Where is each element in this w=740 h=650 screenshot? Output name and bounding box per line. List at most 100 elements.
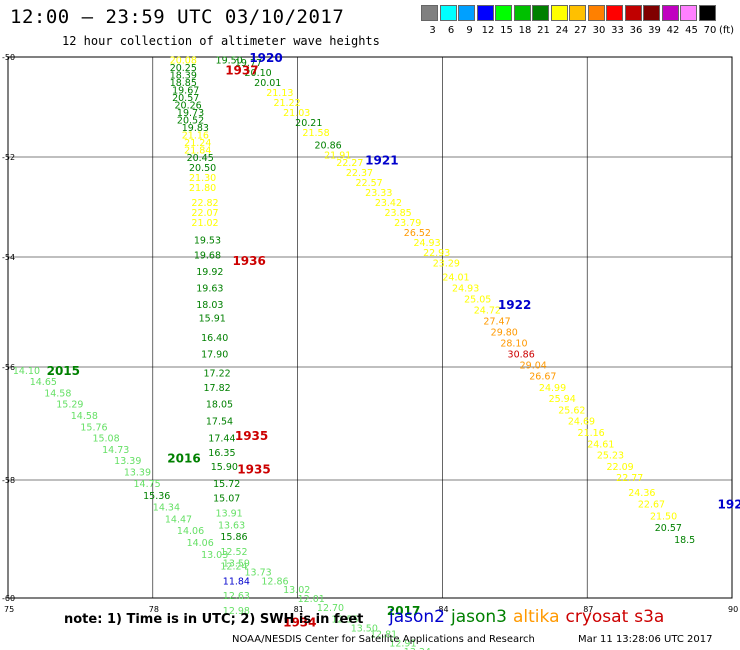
scale-swatch-36 — [624, 5, 642, 21]
swh-value: 18.85 — [170, 78, 197, 89]
swh-value: 23.29 — [433, 259, 460, 270]
swh-value: 18.39 — [170, 71, 197, 82]
timestamp: Mar 11 13:28:06 UTC 2017 — [578, 634, 713, 645]
swh-value: 24.36 — [628, 488, 655, 499]
scale-label-30: 30 — [592, 25, 606, 36]
swh-value: 21.91 — [324, 151, 351, 162]
swh-value: 12.91 — [389, 638, 416, 649]
swh-value: 21.22 — [273, 98, 300, 109]
swh-value: 20.52 — [177, 116, 204, 127]
swh-value: 11.84 — [223, 576, 250, 587]
scale-label-42: 42 — [666, 25, 680, 36]
swh-value: 20.50 — [189, 163, 216, 174]
swh-value: 19.67 — [172, 86, 199, 97]
swh-value: 21.03 — [283, 108, 310, 119]
swh-value: 29.04 — [520, 360, 547, 371]
swh-value: 19.77 — [235, 58, 262, 69]
scale-swatch-12 — [476, 5, 494, 21]
swh-value: 24.72 — [474, 305, 501, 316]
scale-label-24: 24 — [555, 25, 569, 36]
x-tick-90: 90 — [728, 605, 738, 614]
swh-value: 27.47 — [483, 316, 510, 327]
swh-value: 14.47 — [165, 514, 192, 525]
swh-value: 14.34 — [153, 503, 180, 514]
swh-value: 20.45 — [187, 153, 214, 164]
swh-value: 20.25 — [170, 63, 197, 74]
swh-value: 23.42 — [375, 198, 402, 209]
swh-value: 26.52 — [404, 228, 431, 239]
swh-value: 18.5 — [674, 535, 695, 546]
scale-label-21: 21 — [537, 25, 550, 36]
swh-value: 12.52 — [220, 547, 247, 558]
scale-label-15: 15 — [500, 25, 513, 36]
pass-label: 1920 — [249, 51, 282, 65]
swh-value: 20.86 — [314, 141, 341, 152]
swh-value: 13.39 — [124, 468, 151, 479]
swh-value: 19.68 — [194, 251, 221, 262]
scale-swatch-6 — [439, 5, 457, 21]
swh-value: 20.57 — [655, 523, 682, 534]
scale-unit: (ft) — [719, 25, 735, 36]
swh-value: 18.05 — [206, 400, 233, 411]
scale-label-9: 9 — [466, 25, 473, 36]
scale-label-36: 36 — [629, 25, 643, 36]
scale-swatch-39 — [643, 5, 660, 21]
scale-swatch-21 — [532, 5, 549, 21]
swh-value: 14.58 — [71, 411, 98, 422]
swh-value: 21.24 — [184, 138, 211, 149]
scale-swatch-9 — [458, 5, 475, 21]
credit-line: NOAA/NESDIS Center for Satellite Applica… — [232, 634, 535, 645]
swh-value: 21.16 — [182, 131, 209, 142]
swh-value: 22.09 — [607, 462, 634, 473]
swh-value: 22.27 — [336, 158, 363, 169]
swh-value: 13.39 — [114, 456, 141, 467]
swh-value: 16.35 — [208, 448, 235, 459]
swh-value: 14.06 — [177, 526, 204, 537]
legend-cryosat: cryosat — [565, 607, 629, 627]
swh-value: 13.03 — [201, 550, 228, 561]
swh-value: 28.10 — [500, 338, 527, 349]
scale-swatch-27 — [569, 5, 586, 21]
x-tick-84: 84 — [438, 605, 448, 614]
swh-value: 21.30 — [189, 173, 216, 184]
swh-value: 15.86 — [220, 532, 247, 543]
swh-value: 17.54 — [206, 417, 233, 428]
legend-jason2: jason2 — [389, 607, 445, 627]
y-tick--52: -52 — [2, 153, 15, 162]
swh-value: 20.26 — [175, 101, 202, 112]
scale-swatch-42 — [661, 5, 679, 21]
swh-value: 13.50 — [351, 624, 378, 635]
swh-value: 16.40 — [201, 333, 228, 344]
swh-value: 22.93 — [423, 248, 450, 259]
swh-value: 12.81 — [370, 629, 397, 640]
swh-value: 15.72 — [213, 479, 240, 490]
pass-label: 2016 — [167, 451, 200, 465]
swh-value: 12.24 — [220, 562, 247, 573]
scale-label-39: 39 — [648, 25, 661, 36]
swh-value: 24.01 — [442, 272, 469, 283]
swh-value: 20.21 — [295, 118, 322, 129]
swh-value: 22.67 — [638, 500, 665, 511]
legend-jason3: jason3 — [451, 607, 507, 627]
swh-value: 21.16 — [578, 428, 605, 439]
swh-value: 25.62 — [558, 405, 585, 416]
x-tick-78: 78 — [149, 605, 159, 614]
swh-value: 17.44 — [208, 434, 235, 445]
swh-value: 25.23 — [597, 451, 624, 462]
x-tick-87: 87 — [583, 605, 593, 614]
swh-value: 24.99 — [539, 383, 566, 394]
swh-value: 24.69 — [568, 417, 595, 428]
scale-swatch-45 — [680, 5, 697, 21]
swh-value: 15.07 — [213, 494, 240, 505]
swh-value: 19.63 — [196, 283, 223, 294]
y-tick--60: -60 — [2, 594, 15, 603]
swh-value: 14.06 — [187, 538, 214, 549]
swh-value: 12.98 — [223, 606, 250, 617]
chart-subtitle: 12 hour collection of altimeter wave hei… — [62, 34, 380, 48]
swh-value: 21.80 — [189, 183, 216, 194]
swh-value: 19.73 — [177, 108, 204, 119]
swh-value: 18.03 — [196, 300, 223, 311]
swh-value: 15.76 — [80, 422, 107, 433]
pass-label: 2015 — [47, 364, 80, 378]
